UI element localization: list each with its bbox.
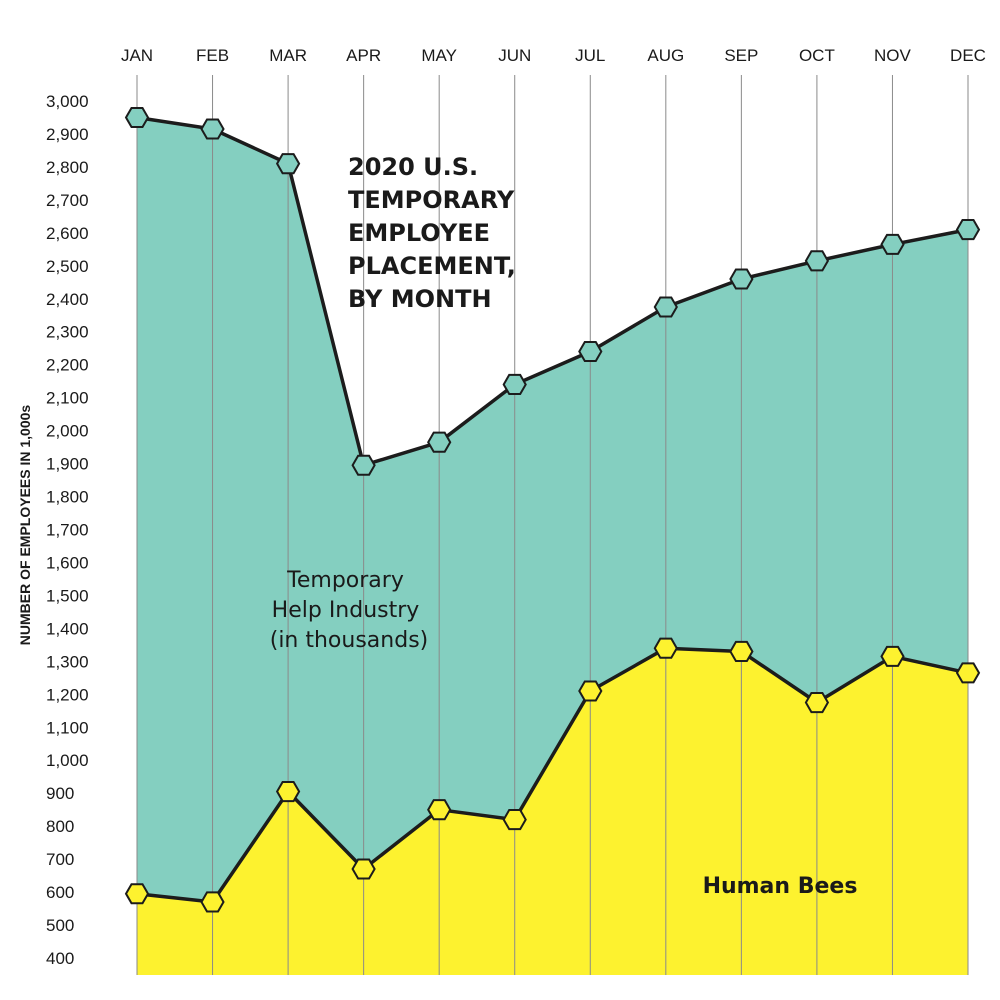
y-tick-label: 1,000 <box>46 751 89 770</box>
y-tick-label: 2,600 <box>46 224 89 243</box>
y-tick-label: 2,500 <box>46 257 89 276</box>
series-lines <box>136 115 969 904</box>
y-tick-label: 1,100 <box>46 718 89 737</box>
y-tick-label: 2,000 <box>46 422 89 441</box>
marker-temporary-help <box>351 454 376 476</box>
marker-temporary-help <box>124 107 150 128</box>
y-tick-label: 500 <box>46 916 74 935</box>
series-markers <box>124 107 981 913</box>
chart-title-line: BY MONTH <box>348 285 492 313</box>
month-label: JUL <box>575 46 605 65</box>
marker-human-bees <box>275 781 301 803</box>
chart-title-line: EMPLOYEE <box>348 219 490 247</box>
y-tick-label: 800 <box>46 817 74 836</box>
month-label: MAY <box>421 46 457 65</box>
y-tick-label: 2,400 <box>46 290 89 309</box>
y-tick-label: 1,400 <box>46 619 89 638</box>
marker-temporary-help <box>729 268 754 290</box>
series-label-temporary-help: Temporary Help Industry (in thousands) <box>270 568 429 653</box>
month-label: OCT <box>799 46 835 65</box>
y-tick-label: 2,900 <box>46 125 89 144</box>
series-label-line: (in thousands) <box>270 628 429 653</box>
marker-human-bees <box>880 645 905 667</box>
month-label: SEP <box>724 46 758 65</box>
marker-temporary-help <box>578 341 603 362</box>
month-label: APR <box>346 46 381 65</box>
marker-human-bees <box>124 883 150 905</box>
chart-title: 2020 U.S. TEMPORARY EMPLOYEE PLACEMENT, … <box>348 153 524 313</box>
line-human-bees <box>136 646 969 904</box>
y-tick-label: 400 <box>46 949 74 968</box>
y-tick-label: 700 <box>46 850 74 869</box>
y-tick-label: 1,700 <box>46 521 89 540</box>
month-label: JAN <box>121 46 153 65</box>
marker-temporary-help <box>502 373 527 395</box>
y-tick-label: 600 <box>46 883 74 902</box>
month-label: NOV <box>874 46 912 65</box>
y-tick-label: 2,200 <box>46 356 89 375</box>
marker-temporary-help <box>653 296 678 318</box>
month-labels: JAN FEB MAR APR MAY JUN JUL AUG SEP OCT NOV DEC <box>121 46 986 65</box>
marker-human-bees <box>653 637 678 659</box>
y-tick-label: 1,300 <box>46 652 89 671</box>
series-label-line: Temporary <box>286 568 404 593</box>
chart-title-line: 2020 U.S. <box>348 153 478 181</box>
y-tick-label: 1,500 <box>46 586 89 605</box>
marker-temporary-help <box>955 219 981 241</box>
area-human-bees <box>137 648 968 975</box>
y-tick-label: 1,600 <box>46 553 89 572</box>
marker-human-bees <box>502 809 527 831</box>
marker-human-bees <box>200 891 225 913</box>
y-tick-label: 1,200 <box>46 685 89 704</box>
y-tick-label: 900 <box>46 784 74 803</box>
y-tick-labels: 3,000 2,900 2,800 2,700 2,600 2,500 2,400 2,300… <box>46 92 89 968</box>
month-label: AUG <box>647 46 684 65</box>
marker-temporary-help <box>275 153 301 175</box>
month-label: JUN <box>498 46 531 65</box>
marker-human-bees <box>729 640 754 662</box>
y-tick-label: 2,100 <box>46 389 89 408</box>
marker-temporary-help <box>200 118 225 140</box>
series-label-line: Help Industry <box>272 598 420 623</box>
y-axis-label: NUMBER OF EMPLOYEES IN 1,000s <box>17 405 33 646</box>
month-label: DEC <box>950 46 986 65</box>
line-temporary-help <box>136 115 969 467</box>
y-tick-label: 2,700 <box>46 191 89 210</box>
y-tick-label: 1,800 <box>46 488 89 507</box>
marker-human-bees <box>351 858 376 880</box>
y-tick-label: 3,000 <box>46 92 89 111</box>
marker-temporary-help <box>804 250 830 272</box>
area-temporary-help <box>137 117 968 902</box>
marker-human-bees <box>955 662 981 684</box>
chart-areas <box>137 117 968 975</box>
marker-human-bees <box>804 692 830 714</box>
marker-human-bees <box>427 799 452 821</box>
y-tick-label: 2,300 <box>46 323 89 342</box>
month-label: MAR <box>269 46 307 65</box>
marker-temporary-help <box>427 431 452 453</box>
chart-title-line: TEMPORARY <box>348 186 515 214</box>
chart-title-line: PLACEMENT, <box>348 252 516 280</box>
marker-human-bees <box>578 680 603 702</box>
month-label: FEB <box>196 46 229 65</box>
y-tick-label: 1,900 <box>46 455 89 474</box>
y-tick-label: 2,800 <box>46 158 89 177</box>
marker-temporary-help <box>880 233 905 255</box>
series-label-human-bees: Human Bees <box>703 874 858 899</box>
